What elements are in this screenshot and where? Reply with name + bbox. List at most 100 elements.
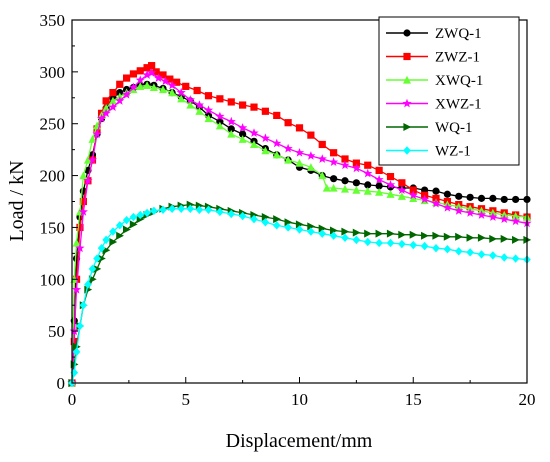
data-point	[340, 160, 350, 170]
data-point	[203, 105, 214, 115]
data-point	[273, 111, 281, 120]
data-point	[83, 176, 93, 185]
data-point	[329, 231, 338, 240]
data-point	[72, 347, 81, 357]
data-point	[143, 64, 151, 72]
data-point	[363, 186, 372, 195]
data-point	[273, 215, 281, 224]
series-line	[71, 64, 528, 384]
data-point	[477, 233, 486, 242]
data-point	[102, 103, 111, 112]
data-point	[182, 82, 190, 90]
data-point	[409, 240, 418, 250]
data-point	[443, 190, 451, 198]
data-point	[386, 229, 395, 238]
data-point	[239, 101, 247, 109]
x-axis-title: Displacement/mm	[226, 430, 373, 452]
data-point	[466, 233, 475, 242]
data-point	[489, 234, 498, 243]
data-point	[363, 237, 372, 247]
data-point	[272, 221, 281, 230]
data-point	[455, 192, 463, 200]
series-WZ-1	[68, 204, 531, 388]
data-point	[352, 228, 361, 237]
data-point	[227, 125, 235, 133]
data-point	[116, 80, 124, 88]
data-point	[272, 150, 281, 159]
data-point	[420, 241, 429, 251]
data-point	[136, 82, 145, 90]
data-point	[79, 301, 88, 310]
data-point	[364, 229, 372, 238]
y-tick-label: 0	[57, 374, 66, 393]
data-point	[329, 157, 339, 166]
data-point	[385, 180, 396, 189]
data-point	[397, 185, 407, 194]
data-point	[477, 194, 486, 202]
data-point	[116, 231, 124, 240]
data-point	[92, 129, 102, 138]
data-point	[159, 71, 167, 79]
data-point	[375, 182, 383, 190]
data-point	[135, 75, 145, 84]
data-point	[511, 216, 521, 226]
data-point	[227, 98, 235, 106]
data-point	[160, 76, 170, 86]
data-point	[239, 130, 247, 138]
data-point	[341, 177, 349, 185]
y-tick-label: 300	[40, 63, 66, 82]
y-tick-label: 150	[40, 218, 66, 237]
data-point	[204, 114, 213, 123]
data-point	[284, 155, 293, 164]
data-point	[185, 95, 195, 104]
data-point	[306, 163, 315, 171]
data-point	[455, 232, 463, 241]
data-point	[341, 184, 349, 193]
data-point	[75, 243, 85, 253]
data-point	[443, 232, 452, 241]
data-point	[78, 207, 88, 216]
data-point	[260, 133, 270, 143]
data-point	[352, 159, 360, 167]
data-point	[129, 220, 138, 229]
data-point	[397, 192, 406, 200]
data-point	[216, 207, 224, 217]
data-point	[351, 163, 361, 173]
y-axis-ticks: 0 50 100 150 200 250 300 350	[40, 11, 78, 393]
data-point	[115, 96, 125, 105]
data-point	[386, 173, 395, 181]
data-point	[317, 154, 327, 163]
legend-label: ZWQ-1	[435, 26, 482, 42]
data-point	[186, 204, 195, 213]
data-point	[386, 190, 395, 198]
data-point	[488, 212, 498, 221]
legend: ZWQ-1 ZWZ-1 XWQ-1 XWZ-1 WQ-1 WZ-1	[378, 16, 520, 166]
data-point	[102, 235, 110, 245]
data-point	[442, 202, 452, 212]
data-point	[108, 96, 117, 105]
data-point	[79, 171, 88, 180]
legend-label: XWZ-1	[435, 97, 482, 113]
data-point	[152, 68, 160, 76]
data-point	[375, 187, 384, 196]
data-point	[466, 248, 474, 257]
data-point	[511, 254, 520, 263]
data-point	[195, 205, 204, 214]
plot-marks	[67, 62, 532, 388]
data-point	[108, 102, 118, 111]
data-point	[409, 186, 417, 194]
data-point	[72, 238, 81, 247]
legend-label: XWQ-1	[435, 73, 483, 89]
x-tick-label: 15	[405, 390, 422, 409]
data-point	[167, 80, 177, 90]
data-point	[109, 227, 117, 236]
data-point	[364, 181, 372, 189]
data-point	[420, 194, 430, 204]
data-point	[284, 223, 292, 232]
data-point	[97, 113, 107, 123]
data-point	[329, 183, 338, 192]
data-point	[500, 195, 508, 204]
data-point	[318, 229, 327, 238]
data-point	[409, 230, 418, 239]
